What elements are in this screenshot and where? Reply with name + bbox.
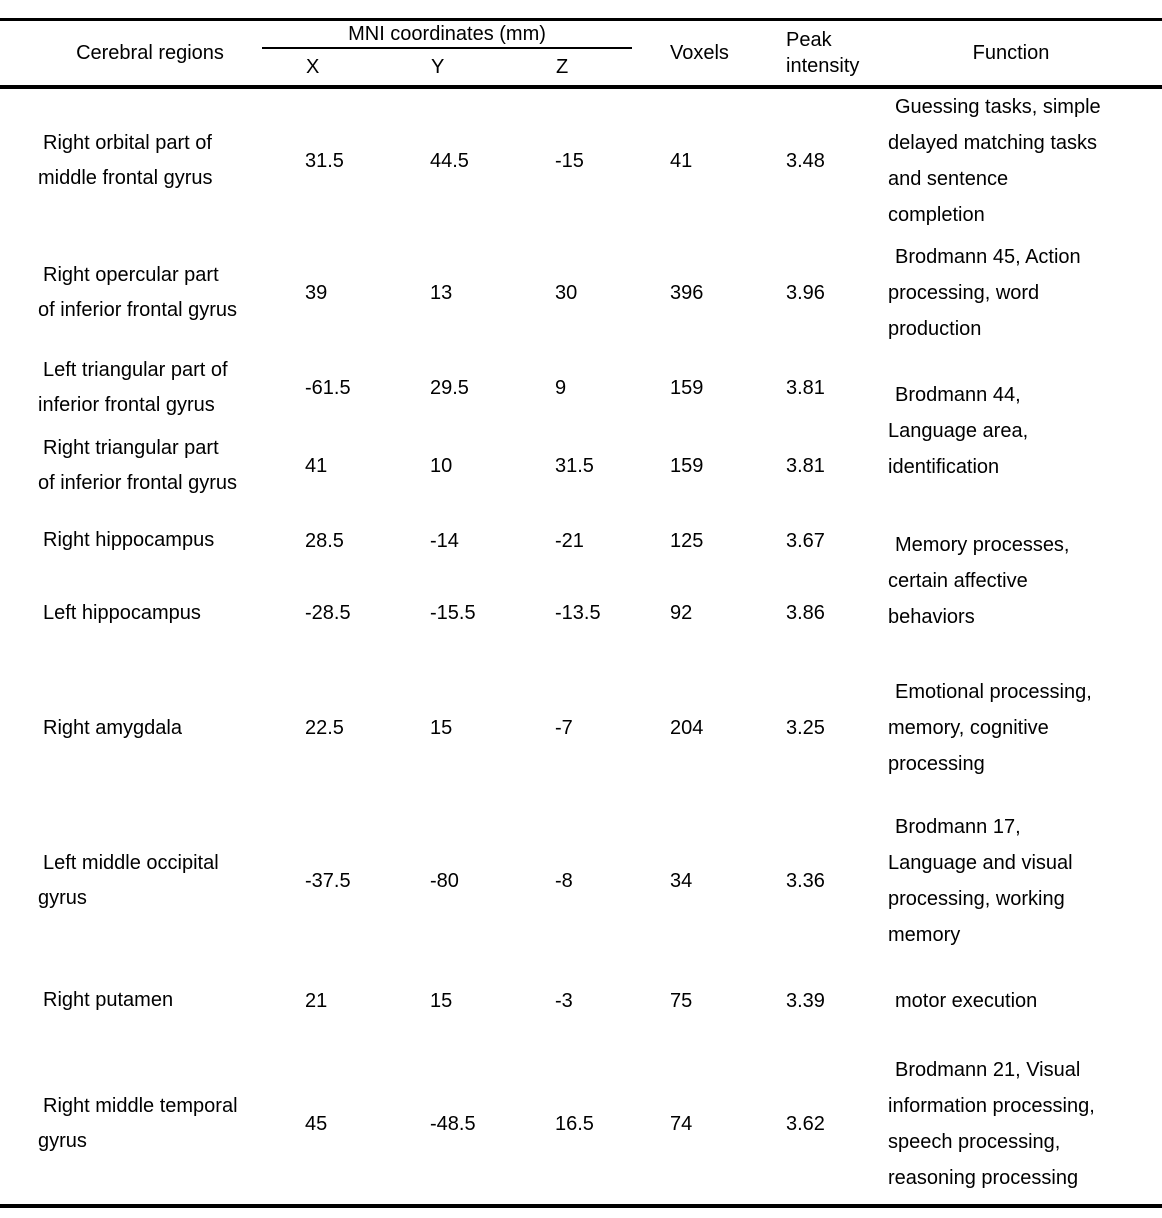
region-cell: Right middle temporal gyrus <box>38 1094 238 1152</box>
header-z: Z <box>556 56 569 78</box>
region-cell: Left hippocampus <box>43 601 201 624</box>
coord-y-cell: -15.5 <box>430 602 476 624</box>
coord-x-cell: 39 <box>305 282 328 304</box>
table-row: Right hippocampus 28.5 -14 -21 125 3.67 … <box>0 508 1162 628</box>
region-cell: Right amygdala <box>43 716 182 739</box>
function-cell: Emotional processing, memory, cognitive … <box>888 681 1092 775</box>
coord-z-cell: -21 <box>555 529 584 552</box>
coord-y-cell: 15 <box>430 717 453 739</box>
function-cell: motor execution <box>895 989 1038 1012</box>
coord-y-cell: -14 <box>430 529 459 552</box>
coord-x-cell: -28.5 <box>305 602 351 624</box>
peak-intensity-cell: 3.81 <box>786 454 825 477</box>
voxels-cell: 159 <box>670 454 704 477</box>
peak-intensity-cell: 3.96 <box>786 282 825 304</box>
region-cell: Right hippocampus <box>43 529 215 551</box>
voxels-cell: 159 <box>670 377 704 399</box>
coord-y-cell: 15 <box>430 989 453 1012</box>
region-cell: Right triangular part of inferior fronta… <box>38 436 237 494</box>
coord-y-cell: -48.5 <box>430 1112 476 1135</box>
coord-z-cell: -15 <box>555 150 584 172</box>
peak-intensity-cell: 3.36 <box>786 869 825 892</box>
coord-x-cell: -61.5 <box>305 377 351 399</box>
function-cell: Brodmann 44, Language area, identificati… <box>888 383 1029 478</box>
coord-x-cell: 21 <box>305 989 328 1012</box>
header-row-group: Cerebral regions MNI coordinates (mm) Vo… <box>0 19 1162 77</box>
coord-z-cell: 16.5 <box>555 1112 594 1135</box>
coord-z-cell: 9 <box>555 377 567 399</box>
voxels-cell: 125 <box>670 529 704 552</box>
table-row: Right putamen 21 15 -3 75 3.39 motor exe… <box>0 958 1162 1043</box>
coord-x-cell: 31.5 <box>305 150 344 172</box>
function-cell: Guessing tasks, simple delayed matching … <box>888 96 1101 226</box>
peak-intensity-cell: 3.25 <box>786 717 825 739</box>
function-cell: Memory processes, certain affective beha… <box>888 533 1070 628</box>
region-cell: Left middle occipital gyrus <box>38 851 219 909</box>
table-body: Right orbital part of middle frontal gyr… <box>0 87 1162 1206</box>
region-cell: Right orbital part of middle frontal gyr… <box>38 132 213 189</box>
mni-coordinates-table: Cerebral regions MNI coordinates (mm) Vo… <box>0 18 1162 1208</box>
function-cell: Brodmann 17, Language and visual process… <box>888 815 1073 946</box>
peak-intensity-cell: 3.81 <box>786 377 825 399</box>
coord-z-cell: -7 <box>555 717 573 739</box>
coord-z-cell: -3 <box>555 989 573 1012</box>
coord-y-cell: 29.5 <box>430 377 469 399</box>
header-function: Function <box>972 42 1050 64</box>
table-row: Right orbital part of middle frontal gyr… <box>0 87 1162 233</box>
table-row: Right opercular part of inferior frontal… <box>0 233 1162 353</box>
table-header: Cerebral regions MNI coordinates (mm) Vo… <box>0 19 1162 87</box>
coord-z-cell: 30 <box>555 282 578 304</box>
header-y: Y <box>431 56 445 78</box>
voxels-cell: 204 <box>670 717 704 739</box>
table-row: Right middle temporal gyrus 45 -48.5 16.… <box>0 1043 1162 1206</box>
peak-intensity-cell: 3.86 <box>786 602 825 624</box>
voxels-cell: 34 <box>670 869 693 892</box>
voxels-cell: 74 <box>670 1112 693 1135</box>
header-peak-intensity: Peak intensity <box>786 29 860 77</box>
coord-y-cell: 44.5 <box>430 150 469 172</box>
peak-intensity-cell: 3.48 <box>786 150 825 172</box>
function-cell: Brodmann 45, Action processing, word pro… <box>888 246 1081 340</box>
coord-y-cell: -80 <box>430 869 459 892</box>
function-cell: Brodmann 21, Visual information processi… <box>888 1058 1095 1189</box>
coord-z-cell: -8 <box>555 869 573 892</box>
coord-x-cell: 41 <box>305 454 328 477</box>
coord-z-cell: 31.5 <box>555 454 594 477</box>
voxels-cell: 92 <box>670 602 693 624</box>
header-voxels: Voxels <box>670 42 729 64</box>
header-row-xyz: X Y Z <box>0 48 1162 87</box>
region-cell: Right putamen <box>43 989 174 1011</box>
coord-x-cell: 45 <box>305 1112 328 1135</box>
coord-y-cell: 10 <box>430 454 453 477</box>
region-cell: Left triangular part of inferior frontal… <box>38 359 228 416</box>
voxels-cell: 396 <box>670 282 704 304</box>
header-cerebral-regions: Cerebral regions <box>76 42 224 64</box>
peak-intensity-cell: 3.39 <box>786 989 825 1012</box>
coord-x-cell: 22.5 <box>305 717 344 739</box>
peak-intensity-cell: 3.67 <box>786 529 825 552</box>
table-row: Left triangular part of inferior frontal… <box>0 353 1162 478</box>
table-row: Right amygdala 22.5 15 -7 204 3.25 Emoti… <box>0 653 1162 803</box>
coord-x-cell: 28.5 <box>305 529 344 552</box>
coord-x-cell: -37.5 <box>305 869 351 892</box>
table-row: Right triangular part of inferior fronta… <box>0 423 1162 508</box>
table-row: Left hippocampus -28.5 -15.5 -13.5 92 3.… <box>0 573 1162 653</box>
voxels-cell: 75 <box>670 989 693 1012</box>
table-row: Left middle occipital gyrus -37.5 -80 -8… <box>0 803 1162 958</box>
voxels-cell: 41 <box>670 150 693 172</box>
region-cell: Right opercular part of inferior frontal… <box>38 264 237 321</box>
header-x: X <box>306 56 320 78</box>
peak-intensity-cell: 3.62 <box>786 1112 825 1135</box>
coord-z-cell: -13.5 <box>555 602 601 624</box>
header-mni-group: MNI coordinates (mm) <box>262 19 632 49</box>
coord-y-cell: 13 <box>430 282 453 304</box>
